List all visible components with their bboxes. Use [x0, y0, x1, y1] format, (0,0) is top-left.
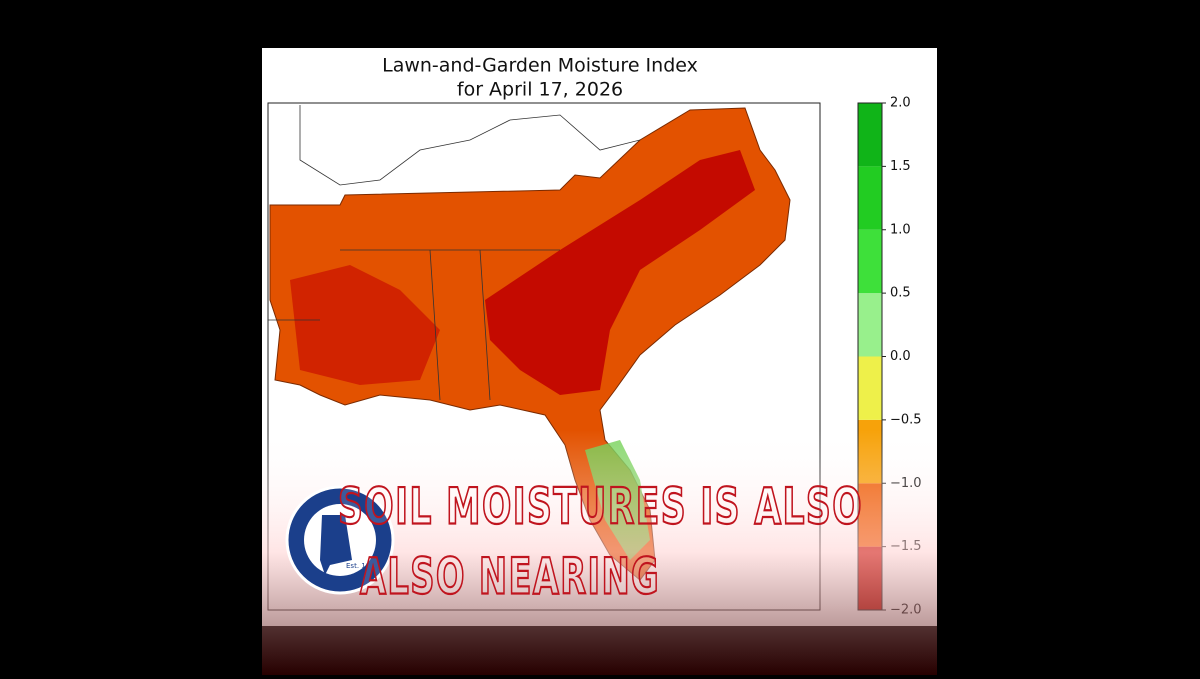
colorbar-segment [858, 166, 882, 230]
colorbar-segment [858, 229, 882, 294]
map-title: Lawn-and-Garden Moisture Index [382, 55, 698, 77]
colorbar-segment [858, 356, 882, 420]
colorbar-tick-label: 1.5 [890, 159, 911, 174]
map-subtitle: for April 17, 2026 [457, 79, 623, 101]
colorbar-segment [858, 293, 882, 357]
logo-state [320, 515, 352, 575]
caption-line: SOIL MOISTURES IS ALSO [338, 478, 863, 536]
colorbar-tick-label: 0.5 [890, 286, 911, 301]
colorbar-tick-label: 1.0 [890, 222, 911, 237]
caption-line: ALSO NEARING [360, 548, 660, 606]
logo-text: Est. 1978 [346, 562, 379, 570]
colorbar-tick-label: −0.5 [890, 412, 922, 427]
colorbar-segment [858, 103, 882, 167]
region [485, 150, 755, 395]
logo: Est. 1978 [285, 485, 395, 595]
colorbar-tick-label: 0.0 [890, 349, 911, 364]
boundary [268, 105, 641, 401]
colorbar-tick-label: 2.0 [890, 96, 911, 111]
region [290, 265, 440, 385]
